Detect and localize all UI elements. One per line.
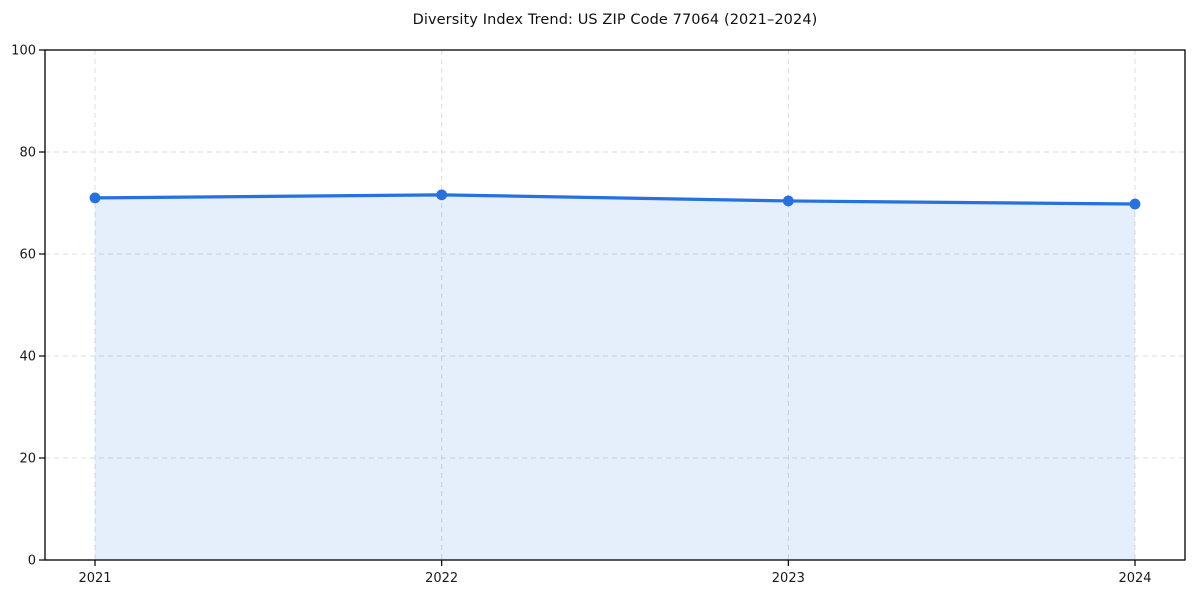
axis-labels: 0 20 40 60 80 100 2021 2022 2023 2024: [11, 44, 1151, 587]
x-tick-label: 2021: [78, 571, 111, 586]
data-points: [89, 189, 1141, 210]
chart-title: Diversity Index Trend: US ZIP Code 77064…: [412, 12, 818, 28]
y-tick-label: 100: [11, 44, 36, 59]
data-point: [1129, 198, 1141, 210]
y-tick-label: 20: [19, 452, 36, 467]
y-tick-label: 0: [28, 554, 36, 569]
x-tick-label: 2023: [772, 571, 805, 586]
area-fill: [95, 194, 1135, 560]
y-tick-label: 60: [19, 248, 36, 263]
trend-line: [93, 193, 1137, 206]
grid-lines: [45, 50, 1185, 560]
x-tick-label: 2024: [1118, 571, 1151, 586]
y-tick-label: 40: [19, 350, 36, 365]
data-point: [436, 189, 448, 201]
x-tick-label: 2022: [425, 571, 458, 586]
data-point: [89, 192, 101, 204]
plot-frame: [44, 49, 1186, 561]
axis-ticks: [39, 49, 1136, 566]
data-point: [782, 195, 794, 207]
y-tick-label: 80: [19, 146, 36, 161]
